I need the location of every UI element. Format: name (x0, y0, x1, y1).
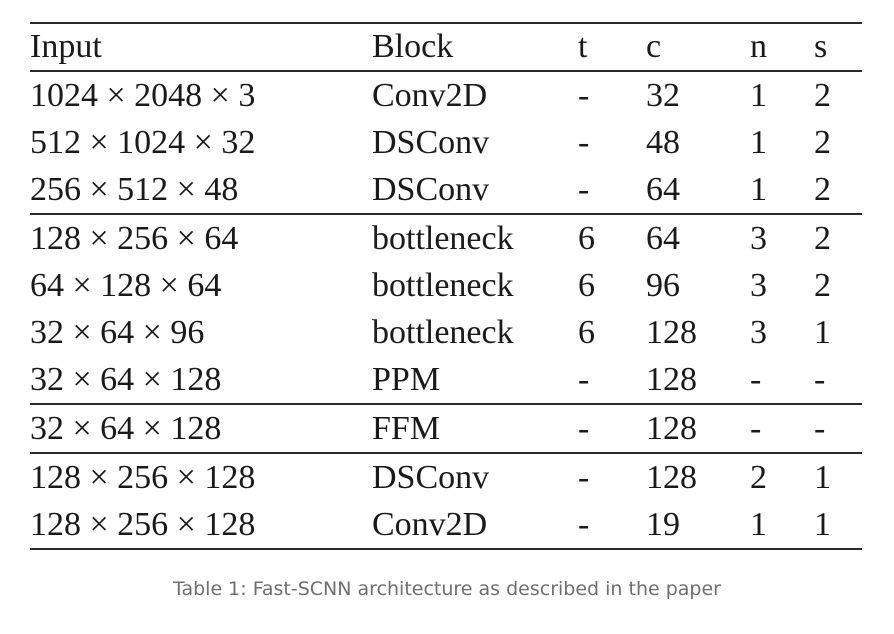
header-t: t (578, 28, 588, 65)
table-row: 32 × 64 × 96 bottleneck 6 128 3 1 (30, 309, 862, 356)
cell-t: - (578, 77, 590, 114)
header-c: c (646, 28, 662, 65)
table-row: 512 × 1024 × 32 DSConv - 48 1 2 (30, 119, 862, 166)
cell-s: 2 (814, 124, 831, 161)
cell-c: 19 (646, 506, 680, 543)
table-row: 128 × 256 × 128 DSConv - 128 2 1 (30, 453, 862, 501)
table-row: 128 × 256 × 128 Conv2D - 19 1 1 (30, 501, 862, 549)
header-n: n (750, 28, 767, 65)
cell-c: 128 (646, 410, 697, 447)
cell-c: 32 (646, 77, 680, 114)
cell-input: 32 × 64 × 128 (30, 361, 222, 398)
cell-input: 32 × 64 × 96 (30, 314, 205, 351)
cell-c: 96 (646, 267, 680, 304)
cell-t: - (578, 410, 590, 447)
cell-block: bottleneck (372, 220, 514, 257)
cell-n: 3 (750, 267, 767, 304)
cell-input: 32 × 64 × 128 (30, 410, 222, 447)
table-row: 256 × 512 × 48 DSConv - 64 1 2 (30, 166, 862, 214)
cell-n: - (750, 410, 762, 447)
header-block: Block (372, 28, 454, 65)
cell-c: 48 (646, 124, 680, 161)
cell-s: 1 (814, 314, 831, 351)
cell-block: FFM (372, 410, 441, 447)
cell-c: 128 (646, 314, 697, 351)
cell-n: 1 (750, 77, 767, 114)
architecture-table-container: Input Block t c n s 1024 × 2048 × 3 Conv2… (30, 22, 862, 550)
table-header: Input Block t c n s (30, 23, 862, 71)
cell-block: Conv2D (372, 506, 488, 543)
cell-t: 6 (578, 314, 595, 351)
cell-n: 3 (750, 220, 767, 257)
table-row: 1024 × 2048 × 3 Conv2D - 32 1 2 (30, 71, 862, 119)
cell-s: - (814, 361, 826, 398)
cell-t: 6 (578, 267, 595, 304)
cell-input: 128 × 256 × 64 (30, 220, 239, 257)
cell-input: 256 × 512 × 48 (30, 171, 239, 208)
cell-s: - (814, 410, 826, 447)
cell-block: DSConv (372, 459, 490, 496)
cell-input: 64 × 128 × 64 (30, 267, 222, 304)
cell-s: 1 (814, 506, 831, 543)
cell-s: 2 (814, 220, 831, 257)
cell-n: - (750, 361, 762, 398)
cell-input: 512 × 1024 × 32 (30, 124, 256, 161)
table-row: 128 × 256 × 64 bottleneck 6 64 3 2 (30, 214, 862, 262)
cell-n: 1 (750, 171, 767, 208)
cell-t: 6 (578, 220, 595, 257)
cell-t: - (578, 506, 590, 543)
architecture-table: Input Block t c n s 1024 × 2048 × 3 Conv2… (30, 22, 862, 550)
cell-n: 1 (750, 506, 767, 543)
table-row: 32 × 64 × 128 PPM - 128 - - (30, 356, 862, 404)
header-s: s (814, 28, 828, 65)
cell-s: 2 (814, 267, 831, 304)
cell-c: 64 (646, 171, 680, 208)
cell-t: - (578, 459, 590, 496)
cell-c: 128 (646, 361, 697, 398)
table-row: 64 × 128 × 64 bottleneck 6 96 3 2 (30, 262, 862, 309)
cell-input: 1024 × 2048 × 3 (30, 77, 256, 114)
table-body: 1024 × 2048 × 3 Conv2D -32 1 2 512 × 1024 × 3… (30, 71, 862, 549)
cell-n: 2 (750, 459, 767, 496)
cell-s: 1 (814, 459, 831, 496)
cell-block: DSConv (372, 124, 490, 161)
cell-block: PPM (372, 361, 441, 398)
cell-n: 1 (750, 124, 767, 161)
cell-c: 64 (646, 220, 680, 257)
cell-block: bottleneck (372, 267, 514, 304)
cell-t: - (578, 361, 590, 398)
cell-block: bottleneck (372, 314, 514, 351)
cell-s: 2 (814, 77, 831, 114)
cell-n: 3 (750, 314, 767, 351)
cell-input: 128 × 256 × 128 (30, 506, 256, 543)
cell-block: DSConv (372, 171, 490, 208)
cell-input: 128 × 256 × 128 (30, 459, 256, 496)
cell-s: 2 (814, 171, 831, 208)
table-row: 32 × 64 × 128 FFM - 128 - - (30, 404, 862, 453)
cell-t: - (578, 124, 590, 161)
cell-block: Conv2D (372, 77, 488, 114)
cell-t: - (578, 171, 590, 208)
table-caption: Table 1: Fast-SCNN architecture as descr… (173, 578, 721, 600)
cell-c: 128 (646, 459, 697, 496)
header-input: Input (30, 28, 102, 65)
header-row: Input Block t c n s (30, 23, 862, 71)
